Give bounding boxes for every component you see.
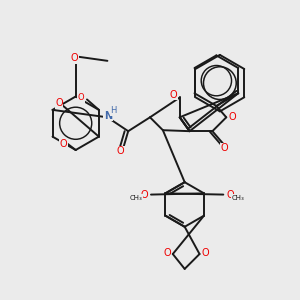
Text: CH₃: CH₃ <box>232 195 244 201</box>
Text: CH₃: CH₃ <box>130 195 142 201</box>
Text: O: O <box>55 98 63 108</box>
Text: H: H <box>110 106 116 115</box>
Text: O: O <box>59 139 67 148</box>
Text: O: O <box>78 94 84 103</box>
Text: O: O <box>202 248 209 257</box>
Text: O: O <box>141 190 148 200</box>
Text: O: O <box>70 53 78 64</box>
Text: O: O <box>163 248 171 257</box>
Text: N: N <box>104 111 112 121</box>
Text: O: O <box>170 89 178 100</box>
Text: O: O <box>116 146 124 156</box>
Text: O: O <box>220 143 228 153</box>
Text: O: O <box>226 190 234 200</box>
Text: O: O <box>228 112 236 122</box>
